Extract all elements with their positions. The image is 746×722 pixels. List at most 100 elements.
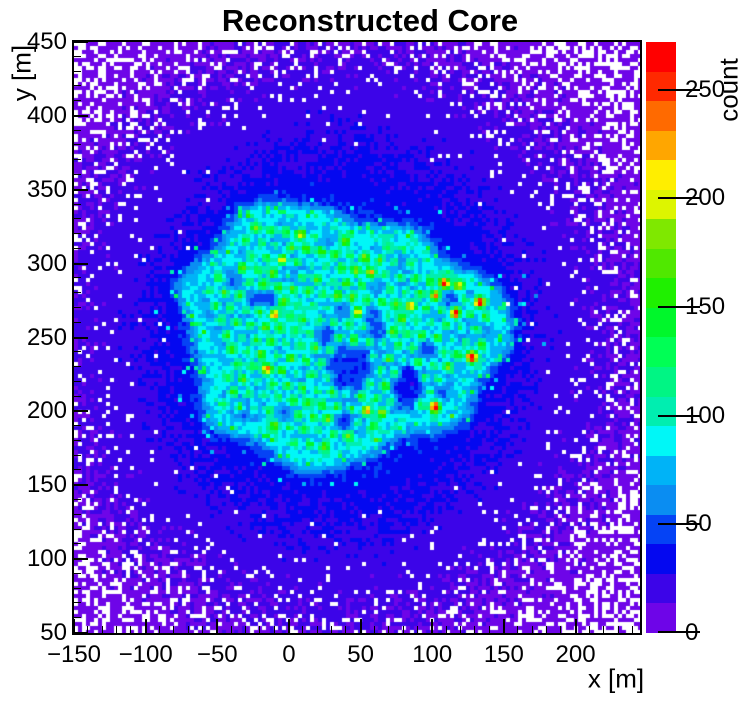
x-minor-tick: [331, 626, 332, 633]
colorbar-tick: [658, 415, 700, 417]
y-minor-tick: [74, 455, 81, 456]
x-major-tick: [288, 619, 290, 633]
x-minor-tick: [87, 626, 88, 633]
y-minor-tick: [74, 71, 81, 72]
colorbar-band: [646, 189, 676, 220]
x-minor-tick: [618, 626, 619, 633]
y-minor-tick: [74, 366, 81, 367]
x-minor-tick: [546, 626, 547, 633]
x-minor-tick: [374, 626, 375, 633]
colorbar: [646, 42, 676, 633]
y-minor-tick: [74, 602, 81, 603]
y-minor-tick: [74, 130, 81, 131]
y-tick-label: 50: [40, 619, 67, 646]
x-major-tick: [360, 619, 362, 633]
x-minor-tick: [460, 626, 461, 633]
y-tick-label: 450: [26, 28, 67, 55]
y-minor-tick: [74, 543, 81, 544]
x-minor-tick: [446, 626, 447, 633]
y-minor-tick: [74, 248, 81, 249]
colorbar-band: [646, 455, 676, 486]
colorbar-band: [646, 337, 676, 368]
x-tick-label: −100: [118, 641, 173, 668]
colorbar-band: [646, 367, 676, 397]
x-minor-tick: [560, 626, 561, 633]
colorbar-band: [646, 42, 676, 72]
colorbar-tick-label: 250: [685, 75, 726, 103]
x-minor-tick: [231, 626, 232, 633]
colorbar-tick-label: 100: [685, 401, 726, 429]
colorbar-band: [646, 219, 676, 249]
y-minor-tick: [74, 529, 81, 530]
y-minor-tick: [74, 573, 81, 574]
y-minor-tick: [74, 617, 81, 618]
colorbar-tick: [658, 197, 700, 199]
y-major-tick: [74, 41, 88, 43]
x-minor-tick: [603, 626, 604, 633]
x-minor-tick: [403, 626, 404, 633]
x-minor-tick: [274, 626, 275, 633]
y-minor-tick: [74, 159, 81, 160]
colorbar-band: [646, 160, 676, 190]
colorbar-tick-label: 50: [685, 510, 712, 538]
x-minor-tick: [116, 626, 117, 633]
y-minor-tick: [74, 204, 81, 205]
colorbar-band: [646, 485, 676, 515]
y-tick-label: 100: [26, 545, 67, 573]
y-major-tick: [74, 410, 88, 412]
y-major-tick: [74, 263, 88, 265]
colorbar-band: [646, 514, 676, 545]
colorbar-band: [646, 396, 676, 427]
y-major-tick: [74, 484, 88, 486]
y-minor-tick: [74, 277, 81, 278]
x-major-tick: [73, 619, 75, 633]
y-minor-tick: [74, 396, 81, 397]
x-minor-tick: [532, 626, 533, 633]
y-tick-label: 300: [26, 249, 67, 277]
x-major-tick: [575, 619, 577, 633]
x-minor-tick: [317, 626, 318, 633]
histogram-heatmap-canvas: [74, 42, 640, 633]
colorbar-band: [646, 248, 676, 279]
y-tick-label: 350: [26, 175, 67, 203]
y-minor-tick: [74, 440, 81, 441]
y-minor-tick: [74, 218, 81, 219]
x-minor-tick: [474, 626, 475, 633]
y-major-tick: [74, 632, 88, 634]
plot-title: Reconstructed Core: [221, 3, 519, 38]
x-minor-tick: [388, 626, 389, 633]
x-tick-label: −50: [196, 641, 238, 668]
colorbar-tick-label: 0: [685, 619, 699, 646]
x-tick-label: 0: [282, 641, 296, 668]
colorbar-band: [646, 130, 676, 161]
x-minor-tick: [102, 626, 103, 633]
x-minor-tick: [245, 626, 246, 633]
y-major-tick: [74, 337, 88, 339]
colorbar-tick-label: 200: [685, 184, 726, 212]
y-minor-tick: [74, 425, 81, 426]
y-major-tick: [74, 115, 88, 117]
y-major-tick: [74, 189, 88, 191]
colorbar-band: [646, 101, 676, 131]
x-minor-tick: [130, 626, 131, 633]
colorbar-tick: [658, 523, 700, 525]
x-tick-label: 50: [347, 641, 374, 668]
x-minor-tick: [345, 626, 346, 633]
y-minor-tick: [74, 499, 81, 500]
colorbar-tick: [658, 631, 700, 633]
x-minor-tick: [202, 626, 203, 633]
x-minor-tick: [173, 626, 174, 633]
y-tick-label: 150: [26, 471, 67, 499]
y-tick-label: 250: [26, 323, 67, 351]
x-axis-title: x [m]: [587, 663, 645, 694]
y-minor-tick: [74, 588, 81, 589]
x-minor-tick: [259, 626, 260, 633]
x-minor-tick: [159, 626, 160, 633]
y-minor-tick: [74, 100, 81, 101]
y-minor-tick: [74, 307, 81, 308]
y-minor-tick: [74, 56, 81, 57]
x-major-tick: [145, 619, 147, 633]
colorbar-tick: [658, 89, 700, 91]
y-minor-tick: [74, 351, 81, 352]
